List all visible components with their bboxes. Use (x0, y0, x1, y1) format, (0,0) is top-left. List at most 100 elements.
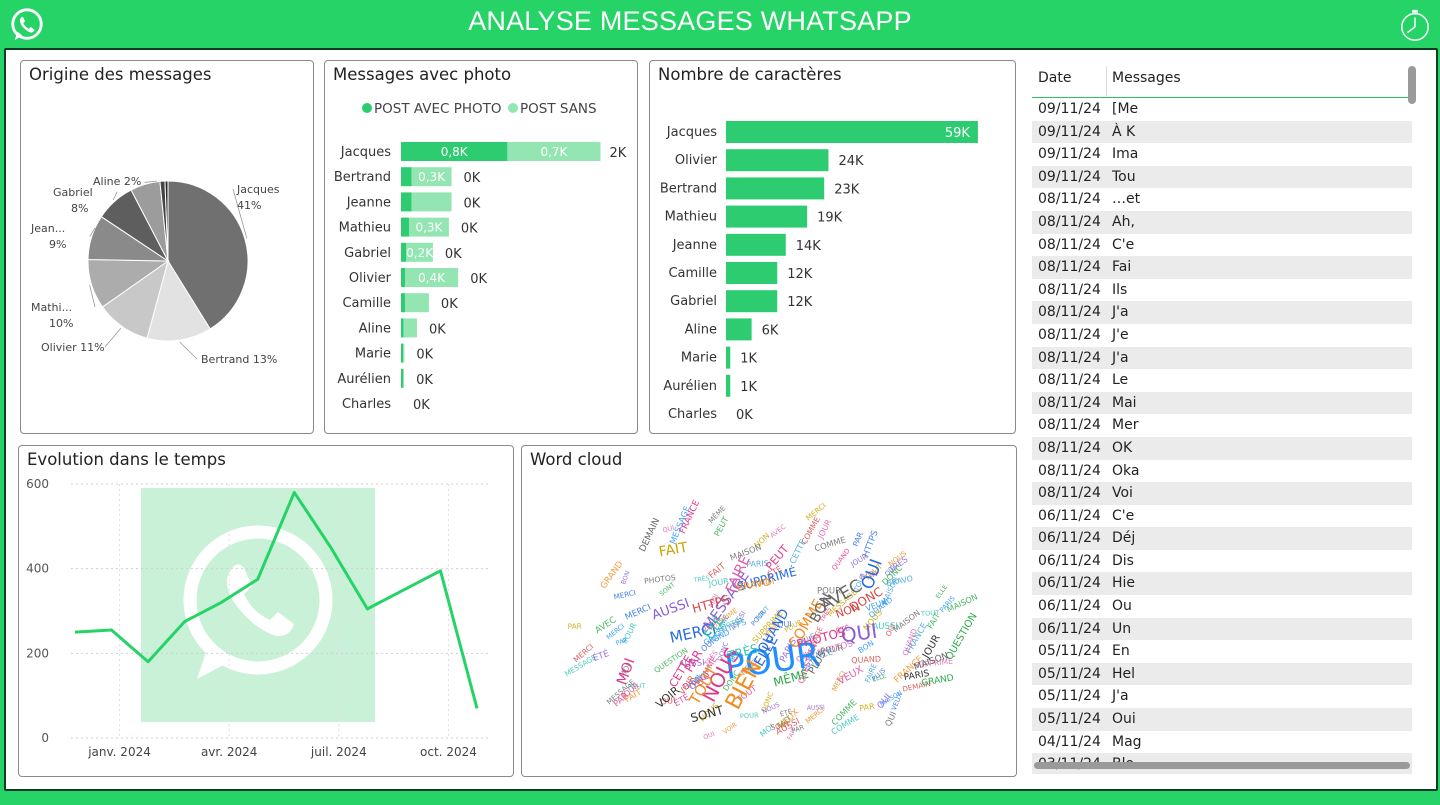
series-line[interactable] (74, 490, 479, 709)
category-label: Aurélien (337, 372, 391, 387)
cell-date: 08/11/24 (1038, 259, 1101, 276)
table-row[interactable]: 05/11/24 Hel (1032, 662, 1412, 686)
table-row[interactable]: 06/11/24 C'e (1032, 505, 1412, 528)
table-row[interactable]: 08/11/24 J'e (1032, 324, 1412, 347)
bar-caracteres[interactable] (726, 233, 786, 256)
table-row[interactable]: 05/11/24 J'a (1032, 685, 1412, 708)
cell-message: …et (1112, 191, 1141, 208)
category-label: Olivier (675, 153, 718, 168)
table-row[interactable]: 08/11/24 J'a (1032, 301, 1412, 324)
table-row[interactable]: 06/11/24 Déj (1032, 527, 1412, 550)
whatsapp-icon[interactable] (8, 6, 46, 44)
bar-total-label: 0K (470, 272, 487, 287)
bar-sans[interactable] (406, 242, 433, 262)
pie-chart[interactable]: Jacques 41% Bertrand 13% Olivier 11% Mathi..… (21, 101, 315, 431)
table-row[interactable]: 05/11/24 En (1032, 640, 1412, 663)
cell-message: Déj (1112, 530, 1136, 547)
legend-label-photo: POST AVEC PHOTO (374, 101, 502, 117)
wordcloud-title: Word cloud (530, 450, 623, 469)
evolution-line-chart[interactable]: 0 200 400 600 janv. 2024 avr. 2024 juil. 2024 o… (19, 474, 515, 774)
x-tick-label: janv. 2024 (87, 745, 151, 759)
table-row[interactable]: 08/11/24 OK (1032, 436, 1412, 460)
table-row[interactable]: 08/11/24 Fai (1032, 256, 1412, 279)
bar-caracteres[interactable] (726, 262, 778, 284)
wordcloud-card[interactable]: Word cloud MERCI VEUX VOIR FAIT PARIS MESSAGE… (521, 445, 1017, 777)
table-row[interactable]: 08/11/24 J'a (1032, 346, 1412, 370)
horizontal-scrollbar[interactable] (1034, 762, 1410, 769)
bar-sans[interactable] (408, 217, 449, 237)
table-row[interactable]: 08/11/24 Oka (1032, 460, 1412, 483)
bar-sans[interactable] (403, 368, 405, 388)
bar-caracteres[interactable] (726, 290, 778, 313)
bar-sans[interactable] (411, 192, 452, 212)
bar-sans[interactable] (403, 343, 405, 363)
table-row[interactable]: 08/11/24 Mai (1032, 391, 1412, 415)
bar-caracteres[interactable] (726, 177, 825, 200)
messages-table[interactable]: Date Messages 09/11/24 [Me 09/11/24 À K 09/1… (1032, 62, 1414, 774)
origine-card[interactable]: Origine des messages Jacques 41% Bertrand … (20, 60, 314, 434)
table-row[interactable]: 08/11/24 C'e (1032, 234, 1412, 257)
bar-caracteres[interactable] (726, 318, 752, 341)
bar-caracteres[interactable] (726, 346, 731, 369)
bar-photo[interactable] (401, 142, 508, 161)
table-row[interactable]: 08/11/24 Ah, (1032, 210, 1412, 234)
photo-bar-chart[interactable]: POST AVEC PHOTO POST SANS Jacques 0,8K 0,7K 2… (325, 91, 639, 431)
bar-sans[interactable] (403, 318, 417, 338)
bar-photo[interactable] (401, 268, 405, 287)
table-row[interactable]: 09/11/24 Ima (1032, 143, 1412, 166)
bar-photo[interactable] (401, 318, 404, 338)
vertical-scrollbar[interactable] (1408, 66, 1416, 104)
evolution-card[interactable]: Evolution dans le temps 0 200 400 600 janv. … (18, 445, 514, 777)
bar-sans[interactable] (411, 167, 452, 187)
bar-sans[interactable] (404, 268, 459, 287)
table-row[interactable]: 08/11/24 Ils (1032, 279, 1412, 302)
word-small: POUR (740, 711, 760, 720)
bar-caracteres[interactable] (726, 149, 829, 172)
bar-photo[interactable] (401, 242, 407, 262)
column-header-messages[interactable]: Messages (1112, 70, 1181, 86)
photo-card[interactable]: Messages avec photo POST AVEC PHOTO POST … (324, 60, 638, 434)
category-label: Jeanne (346, 195, 391, 210)
y-tick-label: 0 (41, 731, 49, 745)
caracteres-card[interactable]: Nombre de caractères Jacques 59K Olivier 24… (649, 60, 1016, 434)
pie-slice-aurlien[interactable] (164, 180, 169, 262)
category-label: Charles (668, 407, 717, 422)
cell-date: 08/11/24 (1038, 439, 1101, 456)
table-row[interactable]: 04/11/24 Mag (1032, 731, 1412, 754)
bar-sans[interactable] (404, 293, 429, 313)
word-small: PEUT (628, 682, 647, 691)
bar-caracteres[interactable] (726, 121, 978, 143)
bar-caracteres[interactable] (726, 205, 808, 228)
table-row[interactable]: 05/11/24 Oui (1032, 708, 1412, 731)
table-row[interactable]: 06/11/24 Hie (1032, 572, 1412, 596)
bar-photo[interactable] (401, 167, 412, 187)
table-row[interactable]: 06/11/24 Ou (1032, 595, 1412, 618)
pie-slice-jacques[interactable] (167, 180, 249, 330)
table-row[interactable]: 08/11/24 Mer (1032, 414, 1412, 437)
column-header-date[interactable]: Date (1038, 70, 1072, 86)
table-row[interactable]: 08/11/24 …et (1032, 188, 1412, 211)
word-small: PARIS (746, 559, 769, 569)
table-row[interactable]: 08/11/24 Le (1032, 369, 1412, 392)
bar-photo[interactable] (401, 368, 403, 388)
table-row[interactable]: 06/11/24 Un (1032, 617, 1412, 641)
cell-message: Ils (1112, 281, 1128, 298)
category-label: Aline (359, 321, 391, 336)
table-row[interactable]: 06/11/24 Dis (1032, 550, 1412, 573)
bar-caracteres[interactable] (726, 374, 731, 397)
table-row[interactable]: 09/11/24 À K (1032, 120, 1412, 144)
bar-photo[interactable] (401, 343, 403, 363)
word-paris: PARIS (903, 669, 930, 683)
bar-sans[interactable] (507, 142, 601, 161)
stopwatch-icon[interactable] (1398, 8, 1432, 42)
bar-photo[interactable] (401, 217, 409, 237)
caracteres-bar-chart[interactable]: Jacques 59K Olivier 24K Bertrand 23K Mathieu 19… (650, 101, 1017, 431)
table-row[interactable]: 09/11/24 [Me (1032, 98, 1412, 121)
bar-photo[interactable] (401, 293, 405, 313)
table-row[interactable]: 08/11/24 Voi (1032, 482, 1412, 505)
cell-message: Un (1112, 620, 1132, 637)
bar-photo[interactable] (401, 192, 412, 212)
table-row[interactable]: 09/11/24 Tou (1032, 165, 1412, 189)
category-label: Gabriel (344, 246, 391, 261)
